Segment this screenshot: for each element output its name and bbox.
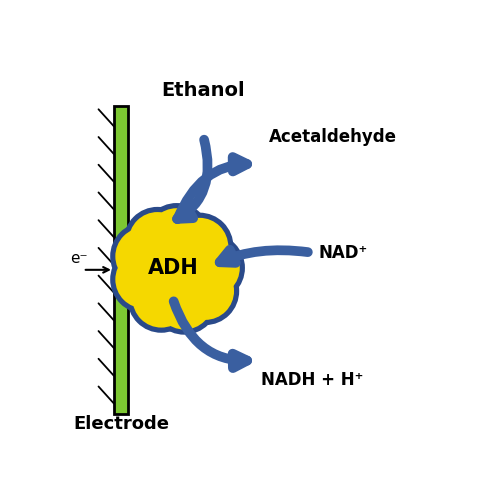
Circle shape [171,218,228,276]
Text: NADH + H⁺: NADH + H⁺ [261,370,363,388]
Text: Electrode: Electrode [73,416,169,434]
Text: ADH: ADH [147,258,198,278]
Circle shape [156,272,213,330]
Circle shape [127,264,195,333]
Circle shape [150,266,218,334]
Circle shape [129,212,186,270]
Bar [114,106,128,414]
Circle shape [143,203,210,271]
Circle shape [171,257,239,325]
Circle shape [115,228,173,285]
Text: Ethanol: Ethanol [162,82,245,100]
Circle shape [110,246,178,314]
Text: NAD⁺: NAD⁺ [318,244,368,262]
Circle shape [177,262,234,320]
Circle shape [115,250,173,308]
Circle shape [110,222,178,290]
Circle shape [145,236,208,300]
Circle shape [124,207,191,275]
Text: e⁻: e⁻ [70,251,88,266]
Circle shape [177,234,245,302]
Circle shape [148,208,206,266]
Text: Acetaldehyde: Acetaldehyde [269,128,397,146]
Circle shape [165,212,234,281]
Circle shape [182,239,240,297]
Circle shape [132,270,190,328]
Circle shape [149,240,204,296]
